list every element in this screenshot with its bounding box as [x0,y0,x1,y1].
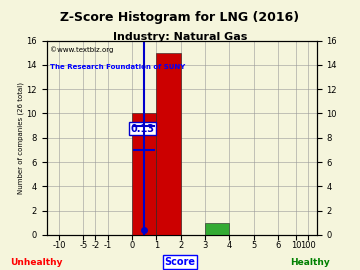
Text: Industry: Natural Gas: Industry: Natural Gas [113,32,247,42]
Text: ©www.textbiz.org: ©www.textbiz.org [50,46,113,53]
Y-axis label: Number of companies (26 total): Number of companies (26 total) [17,82,24,194]
Bar [132,113,156,235]
Text: The Research Foundation of SUNY: The Research Foundation of SUNY [50,64,185,70]
Text: 0.13: 0.13 [131,124,155,134]
Bar [156,53,181,235]
Text: Healthy: Healthy [290,258,329,267]
Text: Z-Score Histogram for LNG (2016): Z-Score Histogram for LNG (2016) [60,11,300,24]
Text: Score: Score [165,257,195,267]
Bar [205,223,229,235]
Text: Unhealthy: Unhealthy [10,258,62,267]
